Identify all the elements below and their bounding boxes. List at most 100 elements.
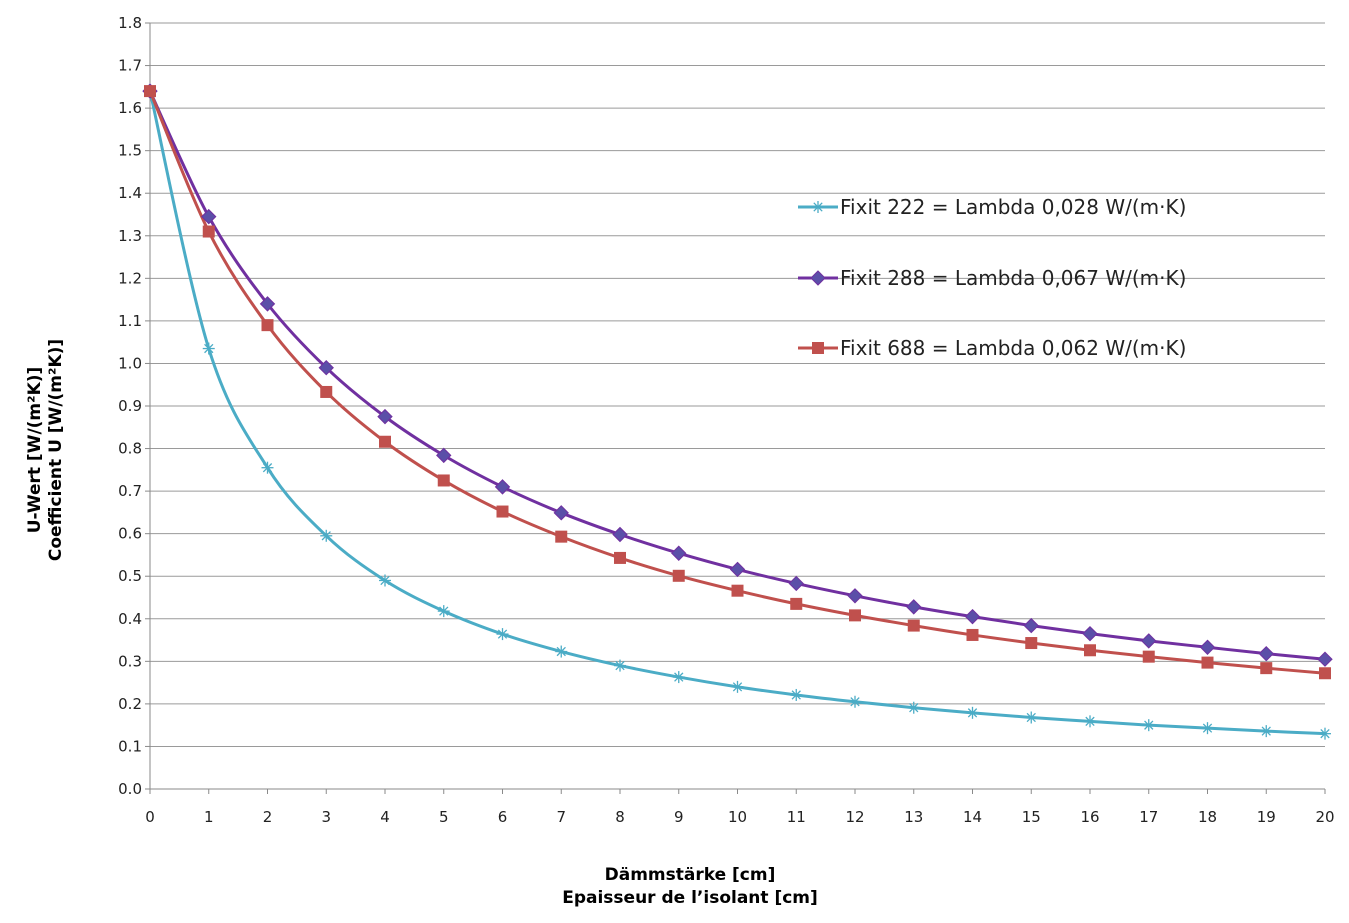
data-point-fixit-288 — [318, 359, 334, 376]
data-point-fixit-222 — [849, 695, 861, 708]
x-tick-label: 6 — [498, 808, 508, 826]
x-tick-label: 2 — [263, 808, 273, 826]
data-point-fixit-688 — [672, 569, 685, 582]
data-point-fixit-688 — [1319, 667, 1331, 680]
y-tick-label: 1.3 — [118, 227, 142, 245]
legend-label: Fixit 688 = Lambda 0,062 W/(m·K) — [840, 336, 1186, 360]
data-point-fixit-222 — [1142, 719, 1155, 732]
data-point-fixit-688 — [320, 385, 333, 398]
gridlines — [150, 22, 1325, 747]
x-tick-label: 0 — [145, 808, 155, 826]
data-point-fixit-688 — [849, 609, 861, 622]
y-axis-title-line-2: Coefficient U [W/(m²K)] — [46, 339, 66, 561]
y-tick-label: 0.9 — [118, 397, 142, 415]
legend-marker — [812, 342, 824, 354]
data-point-fixit-288 — [1082, 625, 1098, 642]
x-axis-title: Dämmstärke [cm] Epaisseur de l’isolant [… — [562, 865, 818, 908]
y-tick-label: 0.8 — [118, 440, 142, 458]
data-point-fixit-222 — [1025, 711, 1038, 724]
y-tick-label: 0.2 — [118, 695, 142, 713]
data-point-fixit-222 — [555, 645, 568, 658]
data-point-fixit-288 — [671, 545, 687, 561]
data-point-fixit-288 — [906, 599, 922, 615]
x-tick-label: 11 — [787, 808, 806, 826]
y-tick-label: 0.1 — [118, 737, 142, 755]
x-tick-label: 12 — [845, 808, 864, 826]
y-tick-labels: 0.0 0.1 0.2 0.3 0.4 0.5 0.6 0.7 0.8 0.9 1.0 1.1 1.2 1… — [118, 14, 142, 798]
data-point-fixit-288 — [436, 447, 452, 464]
legend-marker — [810, 270, 826, 286]
series-line-fixit-688 — [148, 90, 1326, 675]
data-point-fixit-288 — [1141, 633, 1157, 649]
data-point-fixit-688 — [555, 530, 568, 543]
data-point-fixit-288 — [729, 561, 746, 578]
data-point-fixit-222 — [496, 628, 509, 641]
data-point-fixit-288 — [553, 505, 569, 521]
x-tick-label: 14 — [963, 808, 982, 826]
data-point-fixit-288 — [201, 208, 217, 225]
data-point-fixit-688 — [437, 474, 450, 487]
legend-marker — [812, 201, 824, 213]
x-tick-label: 8 — [615, 808, 625, 826]
data-point-fixit-222 — [437, 605, 450, 618]
data-point-fixit-688 — [202, 225, 215, 238]
y-tick-label: 0.7 — [118, 482, 142, 500]
series-line-fixit-222 — [148, 90, 1326, 736]
data-point-fixit-288 — [847, 588, 863, 604]
data-point-fixit-688 — [1260, 662, 1273, 675]
data-point-fixit-222 — [731, 680, 744, 693]
x-tick-labels: 0 1 2 3 4 5 6 7 8 9 10 11 12 13 14 15 16 17 18 19 20 — [145, 808, 1334, 826]
x-tick-label: 17 — [1139, 808, 1158, 826]
legend-entry-fixit-222: Fixit 222 = Lambda 0,028 W/(m·K) — [798, 195, 1186, 219]
y-tick-label: 1.5 — [118, 142, 142, 160]
legend: Fixit 222 = Lambda 0,028 W/(m·K) Fixit 28… — [798, 195, 1186, 360]
data-point-fixit-688 — [1084, 644, 1096, 657]
y-tick-label: 0.3 — [118, 652, 142, 670]
data-point-fixit-222 — [202, 342, 215, 355]
legend-label: Fixit 222 = Lambda 0,028 W/(m·K) — [840, 195, 1186, 219]
x-tick-label: 20 — [1315, 808, 1334, 826]
data-point-fixit-288 — [259, 296, 276, 312]
data-point-fixit-222 — [966, 706, 979, 719]
series-lines — [148, 90, 1326, 736]
x-tick-label: 15 — [1022, 808, 1041, 826]
series-markers — [142, 83, 1333, 740]
x-axis-title-line-1: Dämmstärke [cm] — [605, 865, 776, 885]
x-axis-title-line-2: Epaisseur de l’isolant [cm] — [562, 888, 818, 908]
data-point-fixit-688 — [261, 319, 274, 332]
data-point-fixit-222 — [320, 529, 333, 542]
data-point-fixit-288 — [1258, 645, 1274, 662]
data-point-fixit-222 — [1319, 727, 1331, 740]
data-point-fixit-222 — [907, 701, 920, 714]
y-tick-label: 0.6 — [118, 525, 142, 543]
legend-entry-fixit-688: Fixit 688 = Lambda 0,062 W/(m·K) — [798, 336, 1186, 360]
data-point-fixit-288 — [494, 479, 511, 495]
data-point-fixit-688 — [1025, 637, 1038, 650]
x-tick-label: 3 — [321, 808, 331, 826]
data-point-fixit-288 — [1317, 651, 1333, 667]
data-point-fixit-688 — [144, 85, 156, 98]
data-point-fixit-288 — [1023, 617, 1039, 634]
data-point-fixit-288 — [612, 526, 628, 543]
y-tick-label: 1.0 — [118, 354, 142, 372]
y-tick-label: 1.2 — [118, 269, 142, 287]
x-tick-label: 10 — [728, 808, 747, 826]
series-line-fixit-288 — [148, 90, 1326, 661]
data-point-fixit-222 — [1084, 715, 1096, 728]
x-tick-label: 13 — [904, 808, 923, 826]
data-point-fixit-688 — [1201, 656, 1214, 669]
x-tick-label: 9 — [674, 808, 684, 826]
axes — [145, 22, 1326, 794]
y-tick-label: 0.4 — [118, 610, 142, 628]
data-point-fixit-222 — [614, 659, 626, 672]
y-tick-label: 1.1 — [118, 312, 142, 330]
x-tick-label: 16 — [1080, 808, 1099, 826]
y-tick-label: 1.8 — [118, 14, 142, 32]
data-point-fixit-288 — [964, 608, 981, 625]
y-tick-label: 0.5 — [118, 567, 142, 585]
data-point-fixit-688 — [731, 584, 744, 597]
x-tick-label: 5 — [439, 808, 449, 826]
data-point-fixit-222 — [379, 574, 391, 587]
x-tick-label: 1 — [204, 808, 214, 826]
